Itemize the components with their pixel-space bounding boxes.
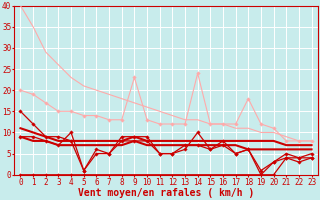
X-axis label: Vent moyen/en rafales ( km/h ): Vent moyen/en rafales ( km/h ) xyxy=(78,188,254,198)
